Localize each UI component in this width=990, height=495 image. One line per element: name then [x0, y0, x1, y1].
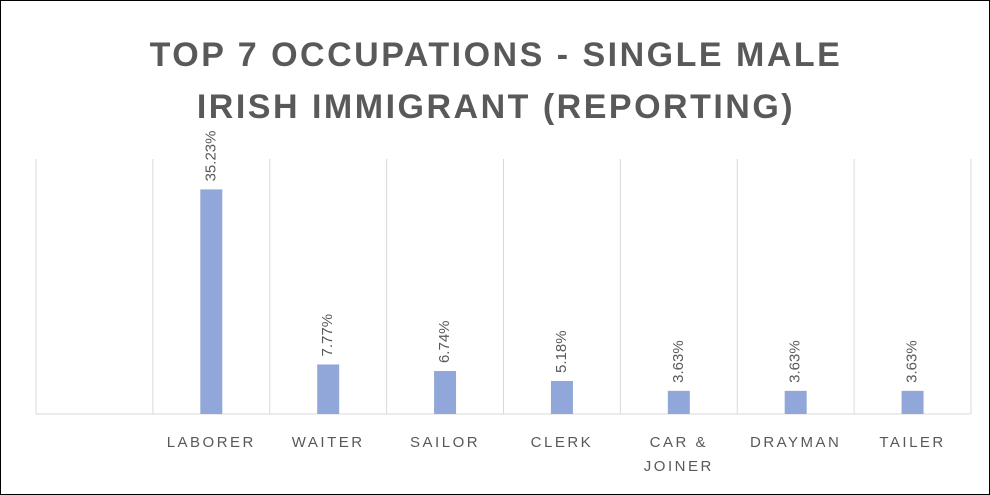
- x-tick-label: CAR & JOINER: [643, 434, 714, 475]
- x-tick-label: SAILOR: [410, 434, 481, 451]
- bar: [667, 390, 690, 414]
- value-label: 5.18%: [553, 330, 570, 373]
- value-label: 7.77%: [319, 314, 336, 357]
- x-tick-label: TAILER: [879, 434, 946, 451]
- x-tick-label: CLERK: [530, 434, 594, 451]
- bar: [901, 390, 924, 414]
- value-label: 3.63%: [904, 340, 921, 383]
- x-tick-label: LABORER: [166, 434, 256, 451]
- value-label: 35.23%: [202, 131, 219, 182]
- bar: [317, 364, 340, 414]
- value-label: 3.63%: [670, 340, 687, 383]
- bar: [784, 390, 807, 414]
- chart-title: TOP 7 OCCUPATIONS - SINGLE MALE IRISH IM…: [149, 36, 843, 126]
- x-tick-label: WAITER: [291, 434, 365, 451]
- value-label: 3.63%: [787, 340, 804, 383]
- bar: [550, 380, 573, 414]
- bar: [200, 189, 223, 414]
- x-tick-label: DRAYMAN: [749, 434, 842, 451]
- bar: [434, 371, 457, 414]
- value-label: 6.74%: [436, 320, 453, 363]
